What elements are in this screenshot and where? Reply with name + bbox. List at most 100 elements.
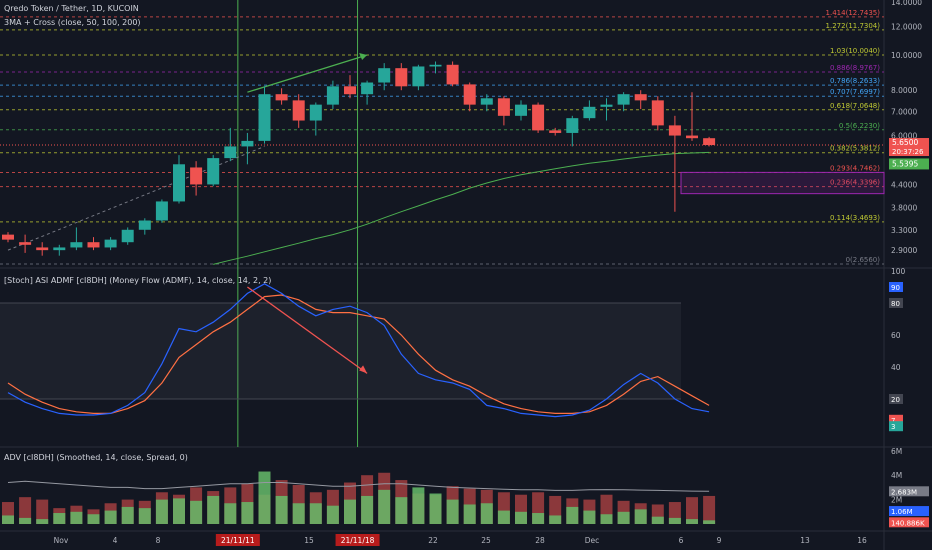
candle-body [429, 64, 442, 67]
price-axis-label: 8.0000 [891, 86, 917, 95]
stoch-badge [889, 298, 903, 308]
fib-level-label: 0.618(7.0648) [830, 102, 880, 110]
x-axis-label: 25 [481, 536, 491, 545]
adv-badge-value: 2.683M [891, 488, 917, 496]
adv-up-bar [480, 503, 493, 524]
adv-axis-label: 2M [891, 496, 902, 505]
stoch-axis-label: 40 [891, 363, 901, 372]
adv-up-bar [566, 506, 579, 524]
adv-up-bar [446, 499, 459, 524]
current-price-value: 5.6500 [892, 138, 918, 147]
stoch-badge [889, 394, 903, 404]
adv-up-bar [70, 511, 83, 524]
stoch-badge-value: 3 [891, 423, 895, 431]
candle-body [19, 242, 32, 245]
adv-line [7, 480, 710, 492]
adv-badge-value: 1.06M [891, 508, 913, 516]
adv-up-bar [361, 495, 374, 524]
candle-body [412, 66, 425, 87]
candle-body [309, 104, 322, 121]
x-axis-label: Nov [54, 536, 69, 545]
candle-body [36, 247, 49, 251]
candle-body [258, 94, 271, 141]
price-axis-label: 4.4000 [891, 180, 917, 189]
adv-up-bar [155, 499, 168, 524]
x-axis-label: 9 [717, 536, 722, 545]
price-axis-label: 3.3000 [891, 226, 917, 235]
adv-up-bar [651, 516, 664, 524]
fib-level-label: 0.293(4.7462) [830, 164, 880, 172]
candle-body [2, 234, 14, 240]
adv-up-bar [378, 489, 391, 524]
candle-body [104, 239, 117, 248]
candle-body [583, 106, 596, 119]
candle-body [241, 140, 254, 147]
candle-body [532, 104, 545, 131]
candle-body [361, 82, 374, 95]
adv-up-bar [668, 517, 681, 524]
adv-up-bar [87, 514, 100, 524]
fib-level-label: 0.5(6.2230) [839, 122, 880, 130]
adv-up-bar [104, 510, 117, 524]
adv-up-bar [549, 515, 562, 524]
adv-up-bar [326, 505, 339, 524]
fib-level-label: 0.886(8.9767) [830, 64, 880, 72]
candle-body [480, 98, 493, 105]
adv-up-bar [344, 499, 356, 524]
fib-level-label: 0.382(5.3812) [830, 145, 880, 153]
candle-body [446, 64, 459, 85]
candle-body [668, 125, 681, 136]
adv-up-bar [2, 515, 14, 524]
adv-up-bar [190, 500, 203, 524]
ma-value-badge [889, 158, 929, 170]
adv-up-bar [138, 508, 151, 524]
adv-badge [889, 517, 929, 528]
adv-up-bar [121, 506, 134, 524]
adv-down-bar [36, 499, 49, 524]
fib-level-label: 0(2.6560) [846, 256, 881, 264]
x-axis-label: 6 [679, 536, 684, 545]
fib-level-label: 0.707(7.6997) [830, 88, 880, 96]
adv-legend: ADV [cI8DH] (Smoothed, 14, close, Spread… [4, 453, 188, 462]
x-axis-label: 4 [113, 536, 118, 545]
price-axis-label: 14.0000 [891, 0, 922, 7]
price-axis-label: 12.0000 [891, 22, 922, 31]
candle-body [463, 84, 476, 105]
adv-up-bar [497, 510, 510, 524]
adv-badge-value: 140.886K [891, 519, 925, 527]
fib-level-label: 1.272(11.7304) [826, 22, 881, 30]
chart-title: Qredo Token / Tether, 1D, KUCOIN [4, 4, 139, 13]
fib-level-label: 0.236(4.3396) [830, 179, 880, 187]
stoch-badge [889, 282, 903, 292]
candle-body [497, 98, 510, 116]
adv-up-bar [515, 511, 527, 524]
adv-up-bar [634, 509, 647, 524]
arrow-down-head [359, 365, 368, 374]
fib-zone-box [680, 171, 885, 195]
price-axis-label: 2.9000 [891, 246, 917, 255]
candle-body [549, 130, 562, 133]
candle-body [224, 146, 237, 159]
adv-up-bar [395, 497, 408, 524]
candle-body [515, 104, 527, 116]
fib-level-label: 1.03(10.0040) [830, 47, 880, 55]
adv-up-bar [686, 519, 698, 524]
candle-body [686, 135, 698, 139]
candle-body [121, 229, 134, 243]
stoch-d-line [7, 294, 710, 414]
arrow-down-line [247, 286, 368, 374]
candle-body [617, 94, 630, 105]
stoch-axis-label: 100 [891, 267, 906, 276]
candle-body [292, 100, 305, 121]
arrow-up-line [247, 54, 368, 93]
stoch-axis-label: 60 [891, 331, 901, 340]
stoch-badge [889, 421, 903, 432]
adv-axis-label: 6M [891, 447, 902, 456]
candle-body [190, 167, 203, 185]
fib-level-label: 0.786(8.2633) [830, 77, 880, 85]
candle-body [155, 201, 168, 221]
adv-up-bar [703, 520, 716, 524]
candle-body [395, 68, 408, 87]
ma-legend: 3MA + Cross (close, 50, 100, 200) [4, 18, 141, 27]
